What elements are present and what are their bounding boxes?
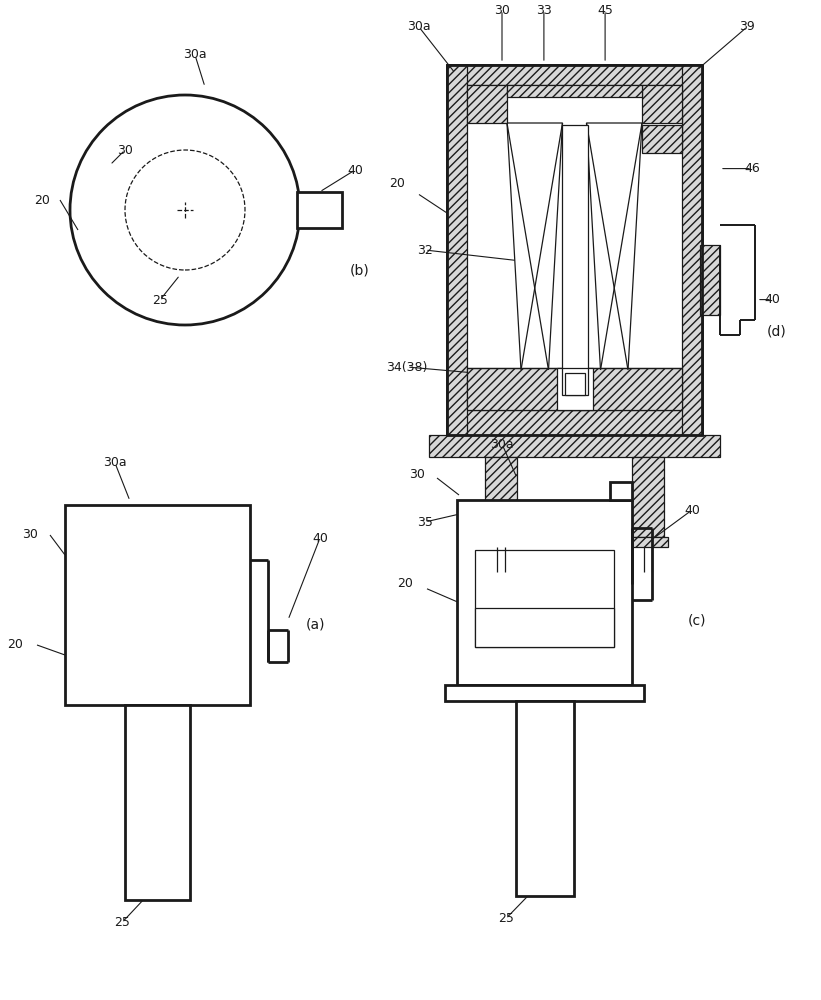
Text: 32: 32	[417, 243, 433, 256]
Text: 25: 25	[498, 912, 515, 924]
Text: 30: 30	[117, 143, 133, 156]
Bar	[557, 368, 593, 410]
Bar	[447, 65, 702, 435]
Bar	[475, 608, 614, 647]
Bar	[457, 500, 632, 685]
Bar	[297, 192, 342, 228]
Text: (c): (c)	[688, 613, 706, 627]
Text: 30: 30	[409, 468, 425, 482]
Text: 30a: 30a	[407, 20, 431, 33]
Bar	[447, 65, 702, 85]
Text: (b): (b)	[350, 263, 370, 277]
Bar	[682, 65, 702, 435]
Text: 40: 40	[312, 532, 328, 544]
Bar	[125, 705, 190, 900]
Bar	[467, 368, 682, 410]
Bar	[628, 537, 668, 547]
Bar	[65, 505, 250, 705]
Text: 20: 20	[389, 177, 405, 190]
Bar	[562, 125, 588, 395]
Text: 45: 45	[597, 3, 613, 16]
Bar	[445, 685, 644, 701]
Bar	[447, 410, 702, 435]
Text: (d): (d)	[767, 324, 787, 338]
Text: 30: 30	[22, 528, 38, 542]
Bar	[485, 457, 517, 537]
Text: 20: 20	[7, 639, 23, 652]
Text: (a): (a)	[305, 618, 325, 632]
Text: 34(38): 34(38)	[387, 360, 428, 373]
Text: 40: 40	[764, 293, 780, 306]
Bar	[516, 701, 574, 896]
Text: 30a: 30a	[103, 456, 126, 470]
Text: 25: 25	[152, 294, 168, 306]
Text: 20: 20	[34, 194, 50, 207]
Polygon shape	[507, 123, 562, 370]
Text: 40: 40	[684, 504, 700, 516]
Bar	[557, 368, 593, 410]
Text: 30a: 30a	[490, 438, 514, 450]
Text: 25: 25	[115, 916, 131, 928]
Text: 40: 40	[347, 163, 363, 176]
Text: 46: 46	[744, 162, 760, 175]
Bar	[642, 85, 682, 123]
Bar	[700, 245, 720, 315]
Text: 20: 20	[397, 577, 413, 590]
Bar	[447, 65, 702, 435]
Bar	[642, 125, 682, 153]
Bar	[447, 65, 467, 435]
Text: 39: 39	[739, 20, 754, 33]
Text: 30: 30	[494, 3, 510, 16]
Polygon shape	[586, 123, 642, 370]
Bar	[610, 482, 632, 500]
Text: 33: 33	[536, 3, 552, 16]
Bar	[507, 85, 642, 97]
Text: 35: 35	[417, 516, 433, 528]
Bar	[429, 435, 720, 457]
Bar	[565, 373, 585, 395]
Bar	[475, 550, 614, 647]
Bar	[481, 537, 521, 547]
Bar	[632, 457, 664, 537]
Text: 30a: 30a	[183, 48, 207, 62]
Bar	[467, 85, 507, 123]
